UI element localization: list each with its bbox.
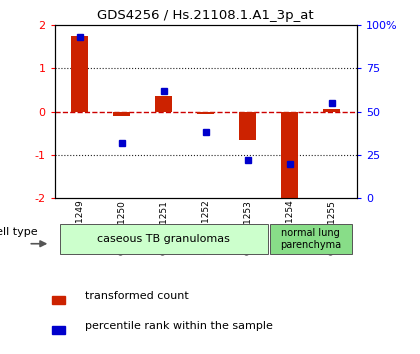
Text: percentile rank within the sample: percentile rank within the sample [85,321,273,331]
Text: cell type: cell type [0,227,37,237]
Bar [113,112,130,116]
Bar [71,36,88,112]
FancyBboxPatch shape [270,224,352,254]
Text: normal lung
parenchyma: normal lung parenchyma [280,228,341,250]
Bar [323,109,340,112]
Bar [52,296,66,304]
Bar [197,112,214,114]
Bar [281,112,298,200]
FancyBboxPatch shape [60,224,268,254]
Text: caseous TB granulomas: caseous TB granulomas [97,234,230,244]
Bar [52,326,66,334]
Bar [239,112,256,140]
Text: transformed count: transformed count [85,291,189,301]
Bar [155,96,172,112]
Title: GDS4256 / Hs.21108.1.A1_3p_at: GDS4256 / Hs.21108.1.A1_3p_at [97,9,314,22]
